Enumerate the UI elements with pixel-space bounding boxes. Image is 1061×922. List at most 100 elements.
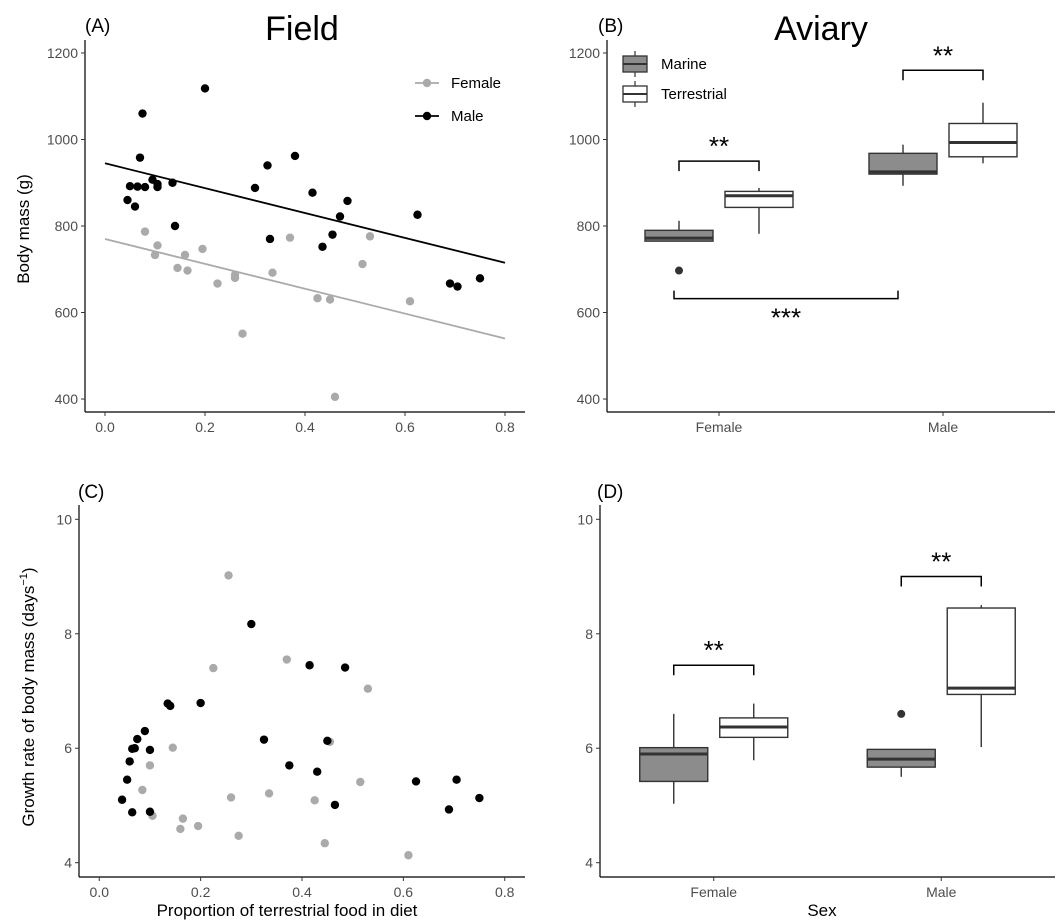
significance-bracket <box>673 664 755 676</box>
point-male <box>328 230 337 239</box>
point-female <box>168 743 177 752</box>
y-tick-label: 600 <box>55 305 79 321</box>
panel-label-d: (D) <box>597 482 623 503</box>
point-female <box>193 821 203 831</box>
point-male <box>445 279 455 288</box>
x-tick-label: 0.2 <box>191 884 211 900</box>
point-female <box>404 851 413 860</box>
panel-a-scatter: 400 600 800 1000 1200 0.0 0.2 0.4 0.6 0.8 Female Ma… <box>47 40 525 435</box>
point-male <box>413 210 422 219</box>
point-male <box>247 619 256 629</box>
point-female <box>234 831 243 840</box>
point-male <box>452 775 461 784</box>
x-tick-label: 0.6 <box>395 419 415 435</box>
x-tick-label: 0.0 <box>90 884 110 900</box>
significance-bracket <box>678 160 760 172</box>
point-male <box>285 761 294 770</box>
y-tick-label: 400 <box>577 391 601 407</box>
y-tick-label: 1000 <box>47 131 78 147</box>
outlier-marine-female <box>675 266 683 275</box>
point-female <box>226 793 236 802</box>
y-tick-label: 800 <box>577 218 601 234</box>
point-male <box>130 202 140 211</box>
point-male <box>166 701 175 711</box>
box-terrestrial-female <box>724 190 794 209</box>
panel-label-a: (A) <box>85 16 110 37</box>
x-tick-label: Female <box>696 419 743 435</box>
point-male <box>170 221 180 231</box>
point-female <box>209 663 218 673</box>
point-female <box>330 392 340 402</box>
title-aviary: Aviary <box>774 10 868 48</box>
legend-point-male <box>422 111 432 121</box>
point-female <box>176 824 185 834</box>
point-male <box>305 661 314 670</box>
fit-line-female <box>104 238 506 340</box>
point-female <box>183 266 192 275</box>
point-male <box>475 274 485 283</box>
point-male <box>313 767 322 776</box>
point-male <box>323 736 332 745</box>
point-female <box>282 655 291 664</box>
point-female <box>178 814 188 823</box>
point-male <box>117 795 127 804</box>
point-male <box>133 734 142 744</box>
x-axis-title-sex: Sex <box>807 901 837 920</box>
y-tick-label: 10 <box>577 511 593 527</box>
point-male <box>453 282 462 291</box>
box-marine-male <box>868 152 938 175</box>
point-female <box>213 279 222 288</box>
point-male <box>196 698 205 708</box>
point-male <box>308 188 317 197</box>
point-female <box>405 297 415 306</box>
significance-label: ** <box>709 131 729 161</box>
point-female <box>356 777 365 787</box>
significance-label: ** <box>704 635 724 665</box>
x-tick-label: 0.4 <box>295 419 315 435</box>
point-male <box>444 805 454 814</box>
point-male <box>340 663 350 672</box>
outlier-marine-male <box>897 709 906 718</box>
point-male <box>130 744 139 753</box>
title-field: Field <box>265 10 339 48</box>
significance-label: *** <box>771 303 801 333</box>
significance-bracket <box>900 575 982 587</box>
point-male <box>475 793 484 803</box>
point-male <box>140 726 150 736</box>
x-axis-title-proportion: Proportion of terrestrial food in diet <box>157 901 418 920</box>
point-female <box>145 761 155 770</box>
significance-bracket <box>673 290 899 300</box>
point-male <box>318 242 327 251</box>
point-male <box>145 745 155 755</box>
point-female <box>313 294 322 303</box>
point-male <box>200 84 210 93</box>
box-marine-female <box>644 229 714 242</box>
point-female <box>224 571 233 580</box>
legend-point-female <box>422 78 432 88</box>
point-male <box>140 182 150 192</box>
y-tick-label: 8 <box>64 626 72 642</box>
y-axis-title-body-mass: Body mass (g) <box>14 174 33 284</box>
fit-line-male <box>104 162 506 264</box>
point-male <box>343 196 352 206</box>
y-tick-label: 6 <box>64 740 72 756</box>
point-female <box>180 250 190 260</box>
legend-label-terrestrial: Terrestrial <box>661 86 727 103</box>
point-female <box>230 273 240 283</box>
y-tick-label: 4 <box>64 855 72 871</box>
legend-label-male: Male <box>451 108 484 125</box>
panel-d-boxplot: 4 6 8 10 Female Male ** ** <box>577 505 1055 900</box>
y-tick-label: 1200 <box>47 45 78 61</box>
point-female <box>140 227 150 236</box>
point-female <box>153 241 162 250</box>
y-tick-label: 1000 <box>569 131 600 147</box>
point-male <box>168 178 177 187</box>
significance-label: ** <box>931 547 951 577</box>
point-male <box>123 195 132 205</box>
point-male <box>135 153 145 162</box>
panel-c-scatter: 4 6 8 10 0.0 0.2 0.4 0.6 0.8 <box>56 505 525 900</box>
point-female <box>264 789 274 798</box>
point-male <box>330 800 340 810</box>
point-female <box>365 232 375 241</box>
